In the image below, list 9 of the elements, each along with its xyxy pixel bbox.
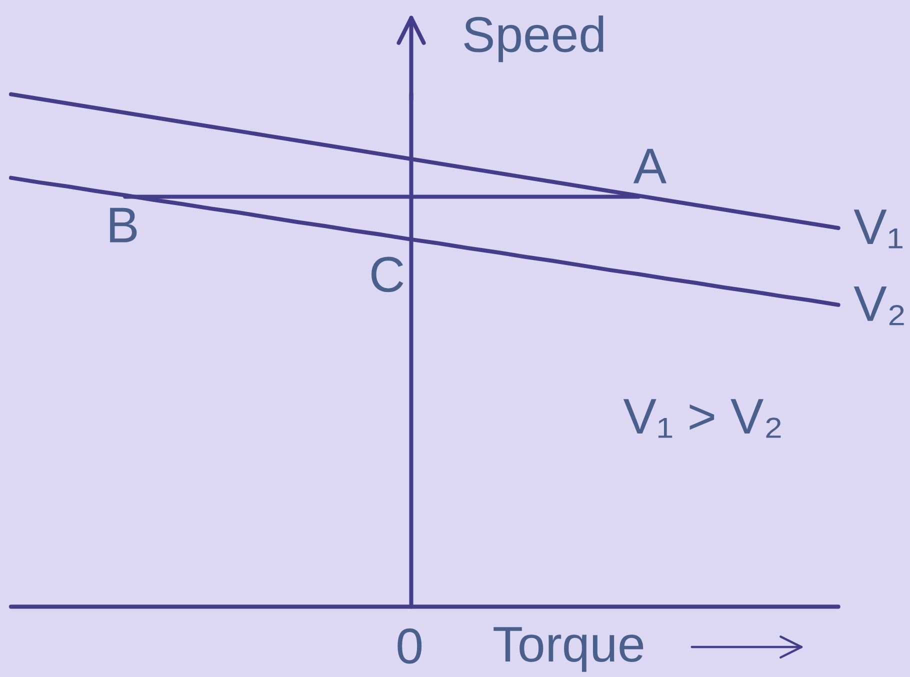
annotation: B (110, 208, 137, 242)
y-axis-title: Speed (464, 16, 604, 62)
series-label: V₁ (854, 210, 903, 248)
annotation: V₁ > V₂ (623, 399, 781, 438)
x-axis-title: Torque (494, 627, 644, 672)
annotation: C (372, 256, 404, 292)
annotation: A (633, 148, 667, 184)
text: 0 (398, 628, 422, 664)
series-label: V₂ (854, 286, 904, 326)
